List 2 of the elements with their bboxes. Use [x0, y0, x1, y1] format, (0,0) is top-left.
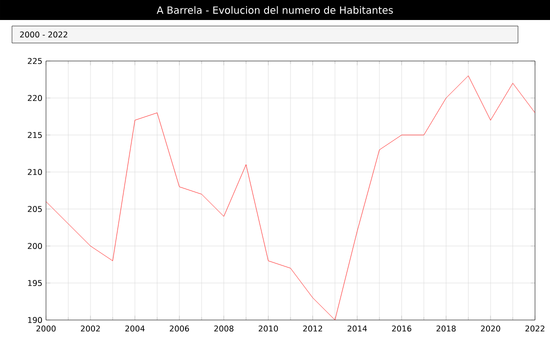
line-series: [46, 76, 536, 320]
chart-title: A Barrela - Evolucion del numero de Habitantes: [156, 6, 393, 14]
